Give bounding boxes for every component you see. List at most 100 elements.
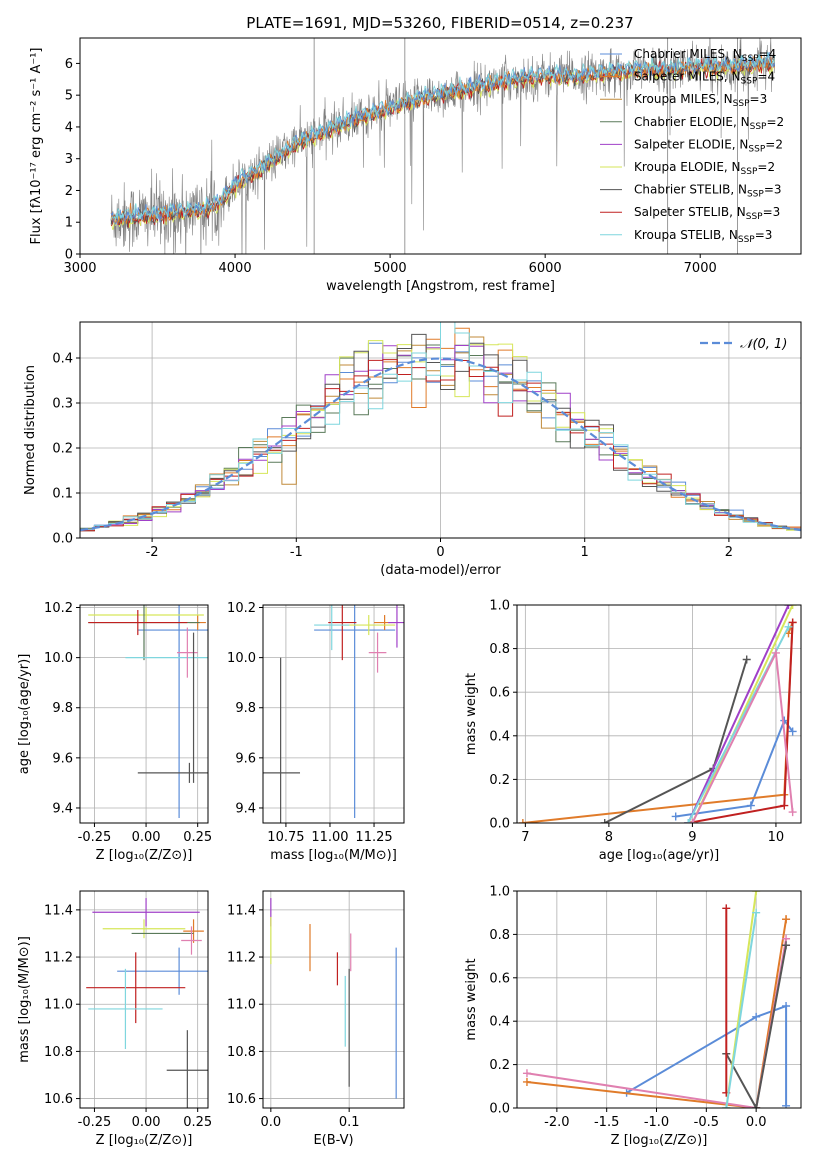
x-tick-label: 0.25 [183,830,212,845]
errorbar-point [92,898,200,927]
x-tick-label: 0.00 [132,1115,161,1130]
series-marker [788,618,797,627]
panel-spectrum: 3000 4000 5000 6000 7000 0 1 2 3 4 5 6 wavelength [A… [29,37,802,294]
plot-area [522,891,791,1108]
legend-entry: Kroupa ELODIE, NSSP=2 [600,160,775,177]
panel-massweight_vs_Z: -2.0 -1.5 -1.0 -0.5 0.0 0.0 0.2 0.4 0.6 0.8 1.0 Z [… [464,885,802,1148]
y-tick-label: 10.0 [44,651,73,666]
series-marker [782,941,791,950]
errorbar-point [388,605,404,648]
y-tick-label: 10.2 [227,601,256,616]
y-tick-label: 9.4 [52,801,73,816]
y-tick-label: 0.0 [489,817,510,832]
model-chabrier_stelib [110,55,775,228]
series-marker [782,915,791,924]
x-axis-label: E(B-V) [313,1133,353,1148]
plot-area [518,605,797,823]
x-tick-label: 0.1 [339,1115,360,1130]
y-tick-label: 10.8 [44,1045,73,1060]
x-axis-label: Z [log₁₀(Z/Z⊙)] [611,1133,708,1148]
legend-entry: Chabrier ELODIE, NSSP=2 [600,115,784,132]
series-marker [784,622,793,631]
y-tick-label: 9.8 [235,701,256,716]
panel-residuals: -2 -1 0 1 2 0.0 0.1 0.2 0.3 0.4 (data-model)/error… [23,321,802,578]
legend-entry: Chabrier MILES, NSSP=4 [600,47,776,64]
y-axis-label: Normed distribution [23,365,38,495]
plot-area [270,898,397,1099]
y-tick-label: 10.6 [44,1092,73,1107]
plot-area [110,38,775,254]
panel-mass_vs_Z: -0.25 0.00 0.25 10.6 10.8 11.0 11.2 11.4 Z [log₁… [17,890,212,1148]
legend-entry: Salpeter STELIB, NSSP=3 [600,205,780,222]
errorbar-point [314,605,396,818]
x-tick-label: -1.0 [644,1115,669,1130]
series-marker [522,1077,531,1086]
errorbar-point [88,610,188,636]
errorbar-point [263,657,301,823]
errorbar-point [328,605,357,661]
axes-frame [79,604,209,824]
series-marker [771,648,780,657]
y-tick-label: 9.4 [235,801,256,816]
x-tick-label: 9 [688,830,696,845]
legend-label: Kroupa MILES, NSSP=3 [634,92,767,109]
x-tick-label: -1 [290,545,303,560]
x-tick-label: 0.25 [183,1115,212,1130]
x-tick-label: -2 [146,545,159,560]
y-tick-label: 11.2 [44,951,73,966]
legend-label: Chabrier STELIB, NSSP=3 [634,183,782,200]
series-marker [722,1104,731,1108]
legend-entry: Salpeter ELODIE, NSSP=2 [600,137,783,154]
x-tick-label: 10 [768,830,785,845]
x-axis-label: wavelength [Angstrom, rest frame] [326,279,555,294]
y-tick-label: 0.8 [489,928,510,943]
x-tick-label: 0.0 [260,1115,281,1130]
axes-frame [516,604,802,824]
series-marker [752,1104,761,1108]
plot-area [263,605,404,823]
errorbar-point [137,605,208,818]
axes-frame [79,37,802,255]
y-axis-label: mass weight [464,673,479,755]
errorbar-point [86,952,186,1024]
y-tick-label: 1.0 [489,599,510,614]
y-tick-label: 0.6 [489,686,510,701]
legend-entry: Kroupa MILES, NSSP=3 [600,92,767,109]
errorbar-point [314,605,350,651]
legend-label: Salpeter MILES, NSSP=4 [634,70,775,87]
y-tick-label: 10.2 [44,601,73,616]
x-tick-label: 0 [436,545,444,560]
series-line [526,919,788,1108]
y-tick-label: 4 [65,120,73,135]
errorbar-point [117,947,208,995]
y-tick-label: 11.4 [227,903,256,918]
legend-entry: Salpeter MILES, NSSP=4 [600,70,775,87]
histogram-kroupa_elodie [80,340,801,532]
series-line [725,912,758,1108]
x-tick-label: 1 [581,545,589,560]
legend: Chabrier MILES, NSSP=4 Salpeter MILES, NS… [600,47,784,245]
model-kroupa_stelib [110,51,775,224]
y-axis-label: Flux [fλ10⁻¹⁷ erg cm⁻² s⁻¹ A⁻¹] [29,48,44,245]
series-marker [722,904,731,913]
legend-label: Salpeter STELIB, NSSP=3 [634,205,780,222]
y-tick-label: 0.8 [489,642,510,657]
panel-massweight_vs_age: 7 8 9 10 0.0 0.2 0.4 0.6 0.8 1.0 age [log₁₀(age/yr… [464,599,802,863]
x-axis-label: mass [log₁₀(M/M⊙)] [270,848,397,863]
legend-label: Chabrier ELODIE, NSSP=2 [634,115,784,132]
x-axis-label: Z [log₁₀(Z/Z⊙)] [96,1133,193,1148]
series-marker [742,655,751,664]
legend-label: 𝒩(0, 1) [740,337,787,352]
series-marker [671,812,680,821]
y-tick-label: 10.6 [227,1092,256,1107]
y-tick-label: 0.3 [52,397,73,412]
series-marker [784,605,793,609]
plot-area [86,898,208,1108]
x-tick-label: 3000 [63,261,96,276]
errorbar-point [181,926,202,955]
series-marker [782,1101,791,1108]
y-tick-label: 11.4 [44,903,73,918]
errorbar-point [166,1030,208,1108]
panel-mass_vs_ebv: 0.0 0.1 10.6 10.8 11.0 11.2 11.4 E(B-V) [227,890,405,1148]
